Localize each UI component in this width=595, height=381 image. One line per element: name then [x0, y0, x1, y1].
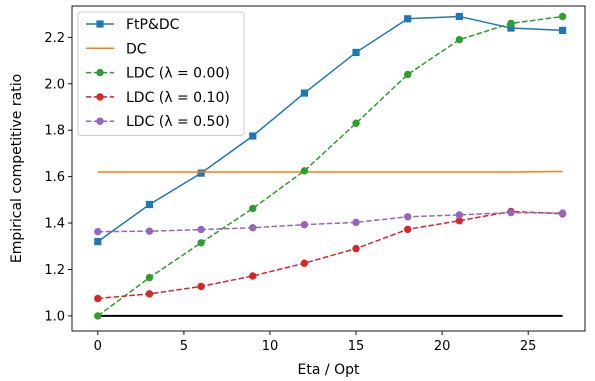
data-point — [94, 312, 102, 320]
data-point — [94, 294, 102, 303]
data-point — [249, 132, 257, 140]
data-point — [197, 239, 205, 247]
legend-marker — [96, 117, 104, 125]
data-point — [352, 48, 360, 57]
x-tick-label: 10 — [262, 339, 279, 354]
data-point — [403, 225, 412, 234]
data-point — [197, 282, 205, 291]
y-tick-label: 1.8 — [44, 124, 65, 139]
legend-item: DC — [86, 41, 147, 57]
legend-label: LDC (λ = 0.50) — [126, 114, 230, 130]
data-point — [300, 220, 309, 229]
y-tick-label: 1.2 — [44, 263, 65, 278]
legend-label: FtP&DC — [126, 17, 180, 33]
x-tick-label: 0 — [94, 339, 102, 354]
legend-item: LDC (λ = 0.00) — [86, 66, 230, 82]
data-point — [300, 89, 308, 97]
data-point — [145, 290, 154, 298]
axes: 0 5 10 15 20 25 1.0 1.2 1.4 1.6 1.8 2.0 2.2 — [44, 31, 536, 354]
plot-area — [94, 12, 567, 320]
y-tick-label: 2.0 — [44, 77, 65, 92]
series-4 — [94, 208, 567, 236]
data-point — [404, 15, 412, 23]
legend-box — [77, 11, 245, 136]
data-point — [558, 12, 567, 21]
y-tick-label: 2.2 — [44, 31, 65, 46]
data-point — [249, 272, 257, 280]
series-line — [97, 211, 563, 233]
legend: FtP&DC DC LDC (λ = 0.00) LDC (λ = 0.10) LDC … — [77, 11, 245, 136]
legend-item: LDC (λ = 0.50) — [86, 114, 230, 130]
x-tick-label: 5 — [180, 339, 188, 354]
legend-label: DC — [126, 41, 147, 57]
data-point — [507, 19, 515, 28]
y-axis-label: Empirical competitive ratio — [9, 74, 25, 263]
plot-frame — [71, 5, 586, 332]
data-point — [352, 244, 360, 253]
legend-marker — [96, 20, 104, 28]
data-point — [145, 227, 154, 235]
data-point — [145, 200, 154, 209]
series-3 — [94, 207, 567, 303]
legend-item: LDC (λ = 0.10) — [86, 90, 230, 106]
data-point — [507, 208, 515, 217]
data-point — [300, 167, 309, 175]
data-point — [145, 273, 154, 282]
x-axis-label: Eta / Opt — [298, 362, 360, 378]
data-point — [403, 213, 412, 221]
data-point — [559, 26, 567, 34]
data-point — [403, 70, 412, 79]
y-tick-label: 1.6 — [44, 170, 65, 185]
series-0 — [94, 12, 567, 246]
y-tick-label: 1.4 — [44, 217, 65, 232]
data-point — [300, 259, 309, 267]
y-tick-label: 1.0 — [44, 309, 65, 324]
data-point — [249, 223, 257, 232]
x-tick-label: 25 — [520, 339, 537, 354]
data-point — [455, 211, 464, 219]
data-point — [94, 238, 102, 246]
legend-marker — [96, 93, 104, 101]
x-tick-label: 20 — [434, 339, 451, 354]
series-2 — [94, 12, 567, 320]
data-point — [94, 227, 102, 236]
x-tick-label: 15 — [348, 339, 365, 354]
series-line — [97, 15, 563, 243]
data-point — [352, 218, 360, 227]
data-point — [455, 12, 463, 21]
data-point — [197, 169, 205, 177]
data-point — [197, 225, 205, 234]
legend-label: LDC (λ = 0.10) — [126, 90, 230, 106]
legend-label: LDC (λ = 0.00) — [126, 66, 230, 82]
data-point — [558, 209, 567, 217]
series-line — [97, 15, 563, 317]
legend-marker — [96, 68, 104, 77]
data-point — [249, 204, 257, 213]
data-point — [455, 217, 464, 225]
legend-item: FtP&DC — [86, 17, 180, 33]
data-point — [352, 119, 360, 127]
data-point — [455, 35, 464, 44]
data-point — [507, 24, 515, 32]
series-line — [97, 210, 563, 300]
